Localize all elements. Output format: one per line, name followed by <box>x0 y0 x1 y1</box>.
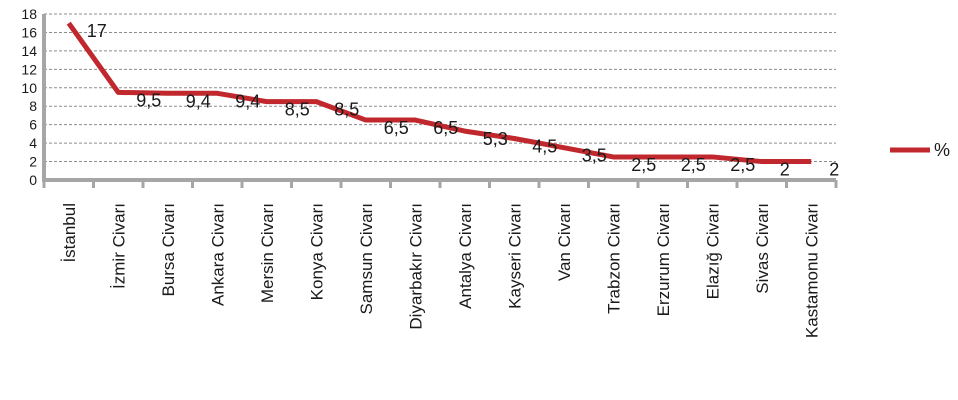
y-tick-label: 14 <box>21 43 37 59</box>
y-tick-label: 18 <box>21 6 37 22</box>
x-tick-label: Ankara Civarı <box>208 203 227 306</box>
data-label: 6,5 <box>384 118 409 138</box>
x-tick-label: Van Civarı <box>555 203 574 281</box>
gridlines <box>44 13 836 163</box>
x-tick-label: Sivas Civarı <box>753 203 772 294</box>
y-tick-label: 6 <box>29 117 37 133</box>
x-tick-labels: İstanbul İzmir Civarı Bursa Civarı Ankara C… <box>60 203 822 338</box>
x-tick-label: Erzurum Civarı <box>654 203 673 316</box>
data-label: 2,5 <box>681 155 706 175</box>
legend-label: % <box>934 140 950 160</box>
y-tick-label: 2 <box>29 154 37 170</box>
data-label: 9,4 <box>186 91 211 111</box>
data-label: 2 <box>780 160 790 180</box>
axes <box>42 14 838 188</box>
y-tick-label: 4 <box>29 135 37 151</box>
y-tick-label: 10 <box>21 80 37 96</box>
y-tick-label: 0 <box>29 172 37 188</box>
data-label: 3,5 <box>582 146 607 166</box>
x-tick-label: Bursa Civarı <box>159 203 178 297</box>
x-tick-label: Trabzon Civarı <box>604 203 623 314</box>
data-label: 9,4 <box>235 91 260 111</box>
data-label: 5,3 <box>483 129 508 149</box>
legend: % <box>890 140 950 160</box>
data-label: 8,5 <box>285 100 310 120</box>
data-labels: 17 9,5 9,4 9,4 8,5 8,5 6,5 6,5 5,3 4,5 3,5 2,5 2,5 2,… <box>87 21 840 179</box>
series-lines <box>66 21 812 165</box>
y-tick-labels: 0 2 4 6 8 10 12 14 16 18 <box>21 6 37 188</box>
series-line <box>66 21 812 165</box>
x-tick-label: Konya Civarı <box>307 203 326 300</box>
data-label: 4,5 <box>532 137 557 157</box>
x-tick-label: İstanbul <box>60 203 79 263</box>
data-label: 2 <box>829 160 839 180</box>
y-tick-label: 16 <box>21 24 37 40</box>
x-tick-label: Kastamonu Civarı <box>802 203 821 338</box>
x-tick-label: Kayseri Civarı <box>505 203 524 309</box>
x-tick-label: Samsun Civarı <box>357 203 376 314</box>
x-tick-label: Mersin Civarı <box>258 203 277 303</box>
x-tick-label: Elazığ Civarı <box>703 203 722 299</box>
data-label: 9,5 <box>136 90 161 110</box>
data-label: 6,5 <box>433 118 458 138</box>
x-tick-label: Antalya Civarı <box>456 203 475 309</box>
y-tick-label: 8 <box>29 98 37 114</box>
data-label: 2,5 <box>730 155 755 175</box>
x-tick-label: İzmir Civarı <box>109 203 128 289</box>
x-tick-label: Diyarbakır Civarı <box>406 203 425 330</box>
y-tick-label: 12 <box>21 61 37 77</box>
data-label: 17 <box>87 21 107 41</box>
data-label: 8,5 <box>334 100 359 120</box>
data-label: 2,5 <box>631 155 656 175</box>
